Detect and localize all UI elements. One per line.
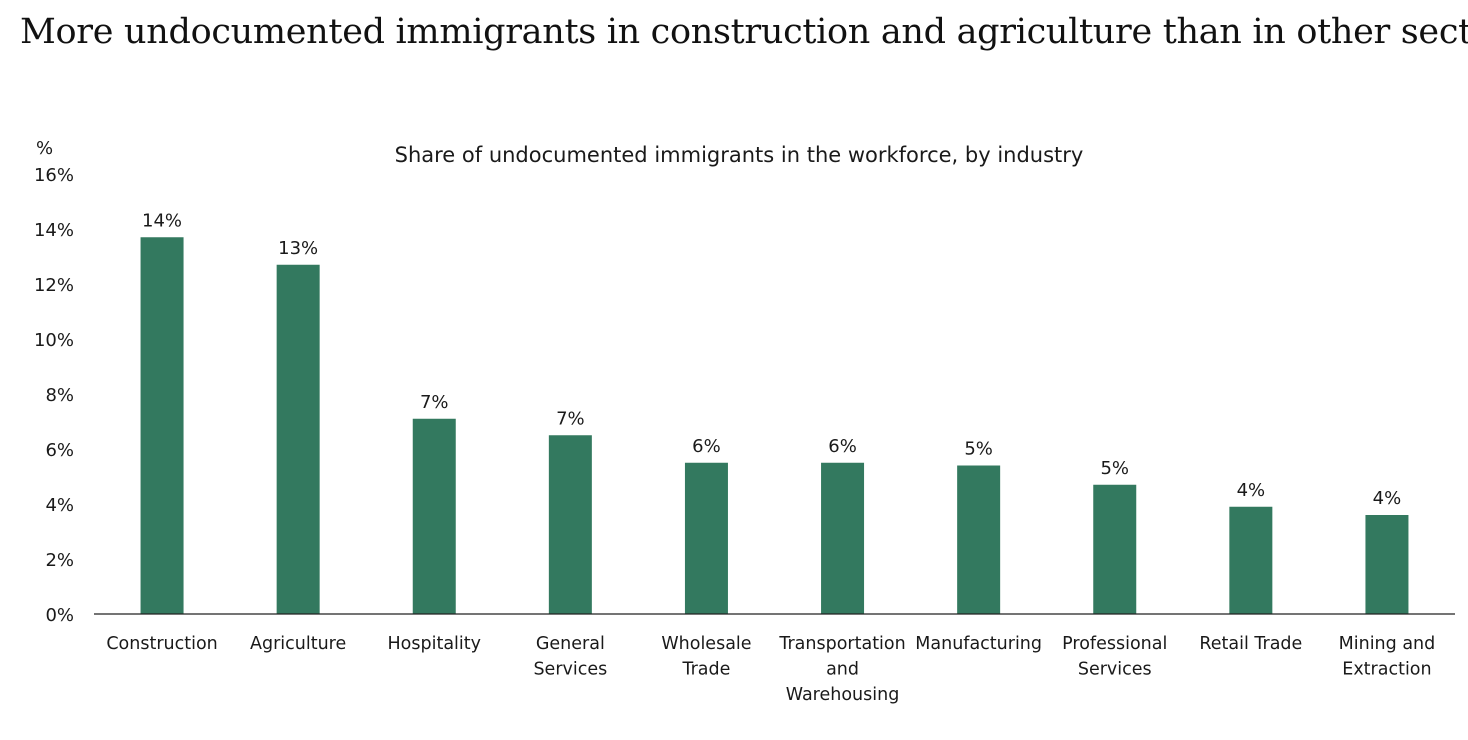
data-labels: 14% 13% 7% 7% 6% 6% 5% 5% 4% 4% [142,210,1401,509]
bar [821,462,865,614]
category-label: Extraction [1342,660,1431,680]
category-label: Hospitality [388,634,481,654]
bar [140,237,184,614]
category-label: General [536,634,605,654]
category-label: Services [533,660,607,680]
bar [1093,484,1137,614]
bar [957,465,1001,614]
category-label: Agriculture [250,634,346,654]
page-title: More undocumented immigrants in construc… [20,12,1468,52]
y-tick-label: 6% [45,440,74,461]
data-label: 14% [142,210,182,231]
data-label: 4% [1237,480,1266,501]
category-label: and [826,660,859,680]
bar [276,264,320,614]
data-label: 6% [692,436,721,457]
bars [140,237,1409,614]
y-axis-label: % [36,138,53,159]
bar [684,462,728,614]
bar [412,418,456,614]
data-label: 5% [1100,458,1129,479]
category-label: Professional [1062,634,1167,654]
data-label: 5% [964,439,993,460]
y-tick-label: 4% [45,495,74,516]
bar [548,435,592,614]
y-tick-label: 12% [34,275,74,296]
category-label: Wholesale [661,634,751,654]
data-label: 7% [420,392,449,413]
category-label: Services [1078,660,1152,680]
category-label: Warehousing [786,685,900,705]
data-label: 13% [278,238,318,259]
y-axis-ticks: 0% 2% 4% 6% 8% 10% 12% 14% 16% [34,165,74,626]
category-label: Manufacturing [915,634,1042,654]
y-tick-label: 10% [34,330,74,351]
y-tick-label: 0% [45,605,74,626]
data-label: 6% [828,436,857,457]
category-label: Trade [681,660,730,680]
bar [1365,515,1409,614]
y-tick-label: 2% [45,550,74,571]
data-label: 4% [1373,488,1402,509]
y-tick-label: 14% [34,220,74,241]
x-axis-labels: Construction Agriculture Hospitality Genera… [106,634,1435,705]
category-label: Construction [106,634,217,654]
category-label: Retail Trade [1199,634,1302,654]
category-label: Transportation [778,634,905,654]
y-tick-label: 16% [34,165,74,186]
bar [1229,506,1273,614]
y-tick-label: 8% [45,385,74,406]
data-label: 7% [556,408,585,429]
chart-title: Share of undocumented immigrants in the … [395,143,1084,167]
category-label: Mining and [1339,634,1436,654]
